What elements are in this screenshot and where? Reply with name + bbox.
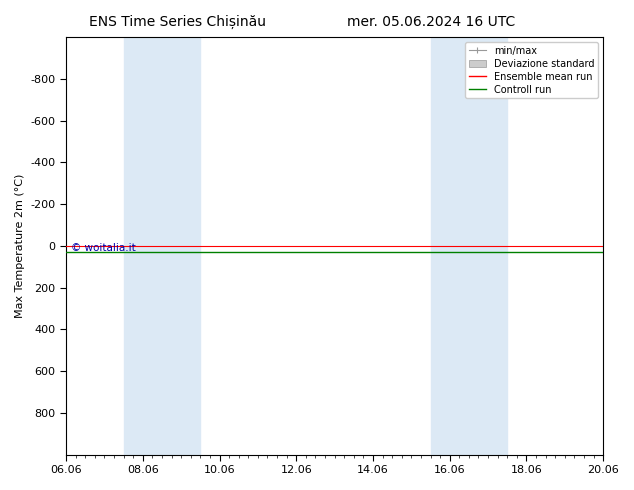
Legend: min/max, Deviazione standard, Ensemble mean run, Controll run: min/max, Deviazione standard, Ensemble m… <box>465 42 598 98</box>
Text: © woitalia.it: © woitalia.it <box>72 243 136 253</box>
Text: ENS Time Series Chișinău: ENS Time Series Chișinău <box>89 15 266 29</box>
Text: mer. 05.06.2024 16 UTC: mer. 05.06.2024 16 UTC <box>347 15 515 29</box>
Bar <box>469 37 507 455</box>
Bar <box>162 37 200 455</box>
Bar <box>124 37 162 455</box>
Bar <box>430 37 469 455</box>
Y-axis label: Max Temperature 2m (°C): Max Temperature 2m (°C) <box>15 173 25 318</box>
